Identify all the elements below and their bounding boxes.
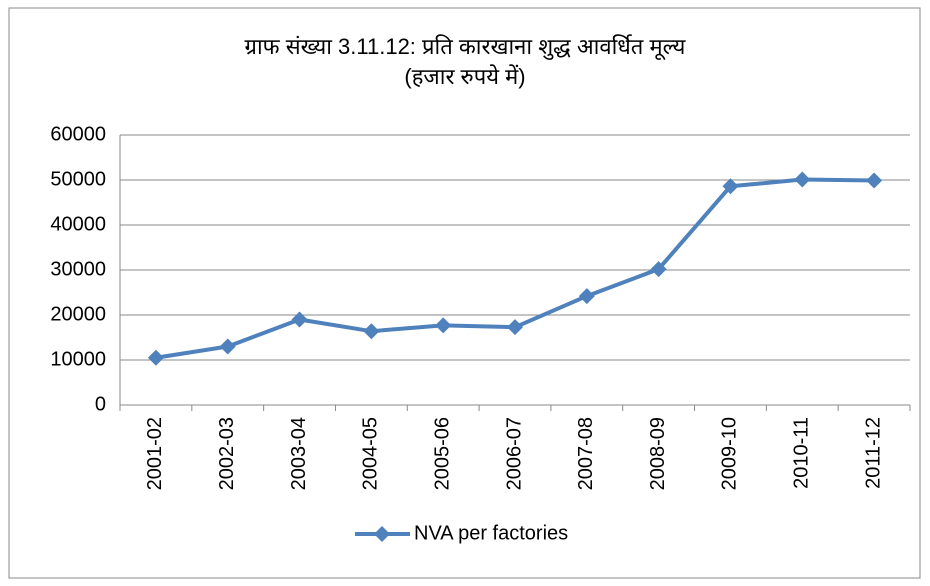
y-tick-label: 60000 bbox=[50, 123, 106, 145]
x-tick-label: 2005-06 bbox=[431, 417, 453, 490]
y-tick-label: 0 bbox=[95, 393, 106, 415]
chart-title: ग्राफ संख्या 3.11.12: प्रति कारखाना शुद्… bbox=[245, 34, 687, 61]
chart-subtitle: (हजार रुपये में) bbox=[404, 64, 525, 89]
y-tick-label: 20000 bbox=[50, 303, 106, 325]
y-tick-label: 50000 bbox=[50, 168, 106, 190]
y-tick-label: 10000 bbox=[50, 348, 106, 370]
marker bbox=[507, 319, 523, 336]
x-tick-label: 2006-07 bbox=[503, 417, 525, 490]
marker bbox=[291, 311, 308, 328]
x-tick-label: 2002-03 bbox=[216, 417, 238, 490]
y-tick-label: 30000 bbox=[50, 258, 106, 280]
marker bbox=[435, 317, 452, 334]
marker bbox=[794, 171, 811, 188]
marker bbox=[722, 178, 739, 195]
x-tick-label: 2008-09 bbox=[647, 417, 669, 490]
x-tick-label: 2007-08 bbox=[575, 417, 597, 490]
x-tick-label: 2009-10 bbox=[719, 417, 741, 490]
x-tick-label: 2011-12 bbox=[862, 417, 884, 489]
x-tick-label: 2003-04 bbox=[288, 417, 310, 490]
marker bbox=[219, 338, 236, 355]
legend-marker bbox=[374, 526, 390, 542]
chart-border bbox=[8, 7, 921, 579]
legend-label: NVA per factories bbox=[414, 522, 568, 544]
x-tick-label: 2010-11 bbox=[791, 417, 813, 489]
marker bbox=[650, 261, 667, 278]
x-tick-label: 2004-05 bbox=[360, 417, 382, 490]
marker bbox=[866, 172, 883, 189]
marker bbox=[147, 349, 164, 366]
x-tick-label: 2001-02 bbox=[144, 417, 166, 490]
marker bbox=[363, 323, 380, 340]
marker bbox=[578, 288, 595, 305]
y-tick-label: 40000 bbox=[50, 213, 106, 235]
